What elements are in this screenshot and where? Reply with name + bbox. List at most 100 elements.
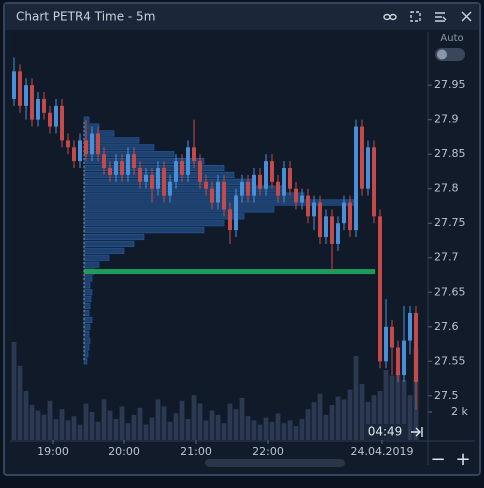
- candle-body: [108, 168, 112, 175]
- volume-bar: [155, 399, 161, 440]
- candle-body: [336, 223, 340, 244]
- profile-bar: [83, 233, 145, 241]
- candle-body: [132, 154, 136, 168]
- link-icon[interactable]: [389, 13, 397, 21]
- profile-bar: [83, 213, 245, 220]
- candle-body: [120, 161, 124, 175]
- candle-body: [414, 312, 418, 383]
- auto-label: Auto: [440, 33, 463, 44]
- profile-bar: [83, 240, 135, 248]
- menu-icon[interactable]: [435, 12, 447, 22]
- volume-bar: [149, 417, 155, 440]
- zoom-out[interactable]: −: [430, 449, 445, 470]
- volume-bar: [23, 391, 29, 440]
- volume-bar: [65, 420, 71, 440]
- volume-bar: [383, 370, 389, 440]
- profile-bar: [83, 344, 90, 351]
- candle-body: [288, 168, 292, 189]
- candle-body: [240, 181, 244, 196]
- volume-bar: [167, 421, 173, 440]
- volume-bar: [227, 403, 233, 440]
- volume-bar: [113, 419, 119, 440]
- candle-body: [396, 347, 400, 376]
- candle-body: [18, 71, 22, 106]
- candle-body: [168, 181, 172, 196]
- candle-body: [270, 161, 274, 182]
- profile-bar: [83, 158, 205, 165]
- volume-bar: [71, 416, 77, 440]
- zoom-in[interactable]: +: [455, 449, 470, 470]
- scroll-end-icon[interactable]: [411, 427, 423, 437]
- candle-body: [306, 195, 310, 217]
- scrollbar[interactable]: [205, 459, 345, 467]
- volume-bar: [221, 423, 227, 440]
- profile-bar: [83, 303, 91, 310]
- volume-bar: [185, 419, 191, 440]
- chart-title: Chart PETR4 Time - 5m: [16, 10, 155, 24]
- y-tick-label: 27.65: [434, 285, 466, 298]
- window-icons[interactable]: [383, 11, 472, 22]
- candle-body: [384, 326, 388, 362]
- candle-body: [342, 202, 346, 224]
- volume-bar: [131, 414, 137, 440]
- volume-bar: [329, 405, 335, 440]
- volume-bar: [401, 379, 407, 440]
- candle-body: [366, 147, 370, 189]
- candle-body: [12, 71, 16, 99]
- candle-body: [66, 140, 70, 148]
- candle-body: [252, 174, 256, 196]
- profile-bar: [83, 261, 100, 268]
- volume-bar: [41, 414, 47, 440]
- volume-bar: [395, 371, 401, 440]
- profile-bar: [83, 275, 93, 282]
- volume-tick-label: 2 k: [451, 405, 468, 418]
- candle-body: [24, 85, 28, 106]
- volume-bar: [311, 402, 317, 440]
- profile-bar: [83, 323, 91, 330]
- candle-body: [192, 147, 196, 162]
- volume-bar: [335, 396, 341, 440]
- profile-bar: [83, 247, 125, 254]
- volume-bar: [11, 342, 17, 440]
- volume-bar: [305, 409, 311, 440]
- volume-bar: [197, 403, 203, 440]
- profile-bar: [83, 358, 88, 365]
- candle-body: [198, 161, 202, 182]
- volume-bar: [287, 420, 293, 440]
- candle-body: [318, 202, 322, 238]
- title-bar: [5, 4, 479, 30]
- volume-bar: [341, 399, 347, 440]
- x-tick-label: 21:00: [180, 445, 212, 458]
- volume-bar: [347, 389, 353, 440]
- candle-body: [96, 133, 100, 155]
- candle-body: [276, 181, 280, 196]
- volume-bar: [275, 413, 281, 440]
- candle-body: [390, 326, 394, 348]
- profile-bar: [83, 330, 90, 337]
- toggle-knob[interactable]: [437, 49, 447, 60]
- candle-body: [228, 209, 232, 231]
- volume-bar: [53, 419, 59, 440]
- y-tick-label: 27.95: [434, 78, 466, 91]
- volume-bar: [257, 424, 263, 440]
- volume-bar: [233, 409, 239, 440]
- volume-bar: [161, 406, 167, 440]
- profile-bar: [83, 337, 91, 344]
- candle-body: [78, 140, 82, 162]
- volume-bar: [281, 423, 287, 440]
- volume-bar: [119, 406, 125, 440]
- profile-bar: [83, 296, 92, 303]
- close-icon[interactable]: [461, 11, 472, 22]
- profile-bar: [83, 116, 90, 123]
- candle-body: [84, 140, 88, 155]
- maximize-icon[interactable]: [410, 11, 421, 22]
- volume-bar: [317, 393, 323, 440]
- candle-body: [144, 174, 148, 182]
- volume-bar: [209, 410, 215, 440]
- volume-bar: [125, 423, 131, 440]
- volume-bar: [323, 414, 329, 440]
- x-tick-label: 19:00: [37, 445, 69, 458]
- profile-bar: [83, 227, 205, 234]
- volume-bar: [101, 399, 107, 440]
